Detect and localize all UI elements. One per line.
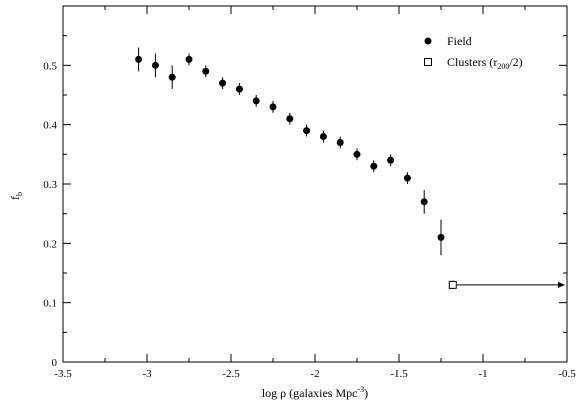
data-point (448, 280, 457, 289)
x-axis-label: log ρ (galaxies Mpc-3) (262, 385, 368, 400)
legend-marker-clusters (424, 58, 432, 66)
data-point (219, 79, 227, 87)
data-point (437, 233, 445, 241)
y-tick-label: 0.2 (43, 238, 57, 250)
x-tick-label: -3 (142, 368, 152, 380)
data-point (235, 85, 243, 93)
x-tick-label: -2 (310, 368, 319, 380)
data-point (286, 115, 294, 123)
y-axis: 0 0.1 0.2 0.3 0.4 0.5 (43, 5, 567, 369)
data-point (252, 97, 260, 105)
data-point (420, 198, 428, 206)
data-point (353, 150, 361, 158)
y-axis-label: fb (8, 192, 24, 200)
data-point (168, 73, 176, 81)
data-series (135, 47, 565, 290)
data-point (387, 156, 395, 164)
legend-label-field: Field (447, 34, 472, 48)
data-point (269, 103, 277, 111)
series-field (135, 47, 445, 256)
x-tick-label: -0.5 (558, 368, 576, 380)
data-point (370, 162, 378, 170)
legend-marker-field (424, 37, 432, 45)
y-tick-label: 0.3 (43, 179, 57, 191)
x-tick-label: -1 (478, 368, 487, 380)
data-point (336, 138, 344, 146)
data-point (202, 67, 210, 75)
legend-label-clusters: Clusters (r200/2) (447, 55, 523, 71)
data-point (303, 127, 311, 135)
y-tick-label: 0.1 (43, 298, 57, 310)
x-tick-label: -2.5 (222, 368, 240, 380)
y-tick-label: 0.4 (43, 120, 57, 132)
y-tick-label: 0 (52, 357, 58, 369)
lower-limit-arrow-head (558, 281, 565, 288)
data-point (135, 55, 143, 63)
x-tick-label: -3.5 (54, 368, 72, 380)
data-point (151, 61, 159, 69)
data-point (403, 174, 411, 182)
data-point (319, 133, 327, 141)
data-point (185, 55, 193, 63)
x-tick-label: -1.5 (390, 368, 408, 380)
legend: Field Clusters (r200/2) (424, 34, 523, 71)
y-tick-label: 0.5 (43, 60, 57, 72)
series-clusters (448, 280, 565, 290)
x-axis: -3.5 -3 -2.5 -2 -1.5 -1 -0.5 (54, 6, 576, 380)
